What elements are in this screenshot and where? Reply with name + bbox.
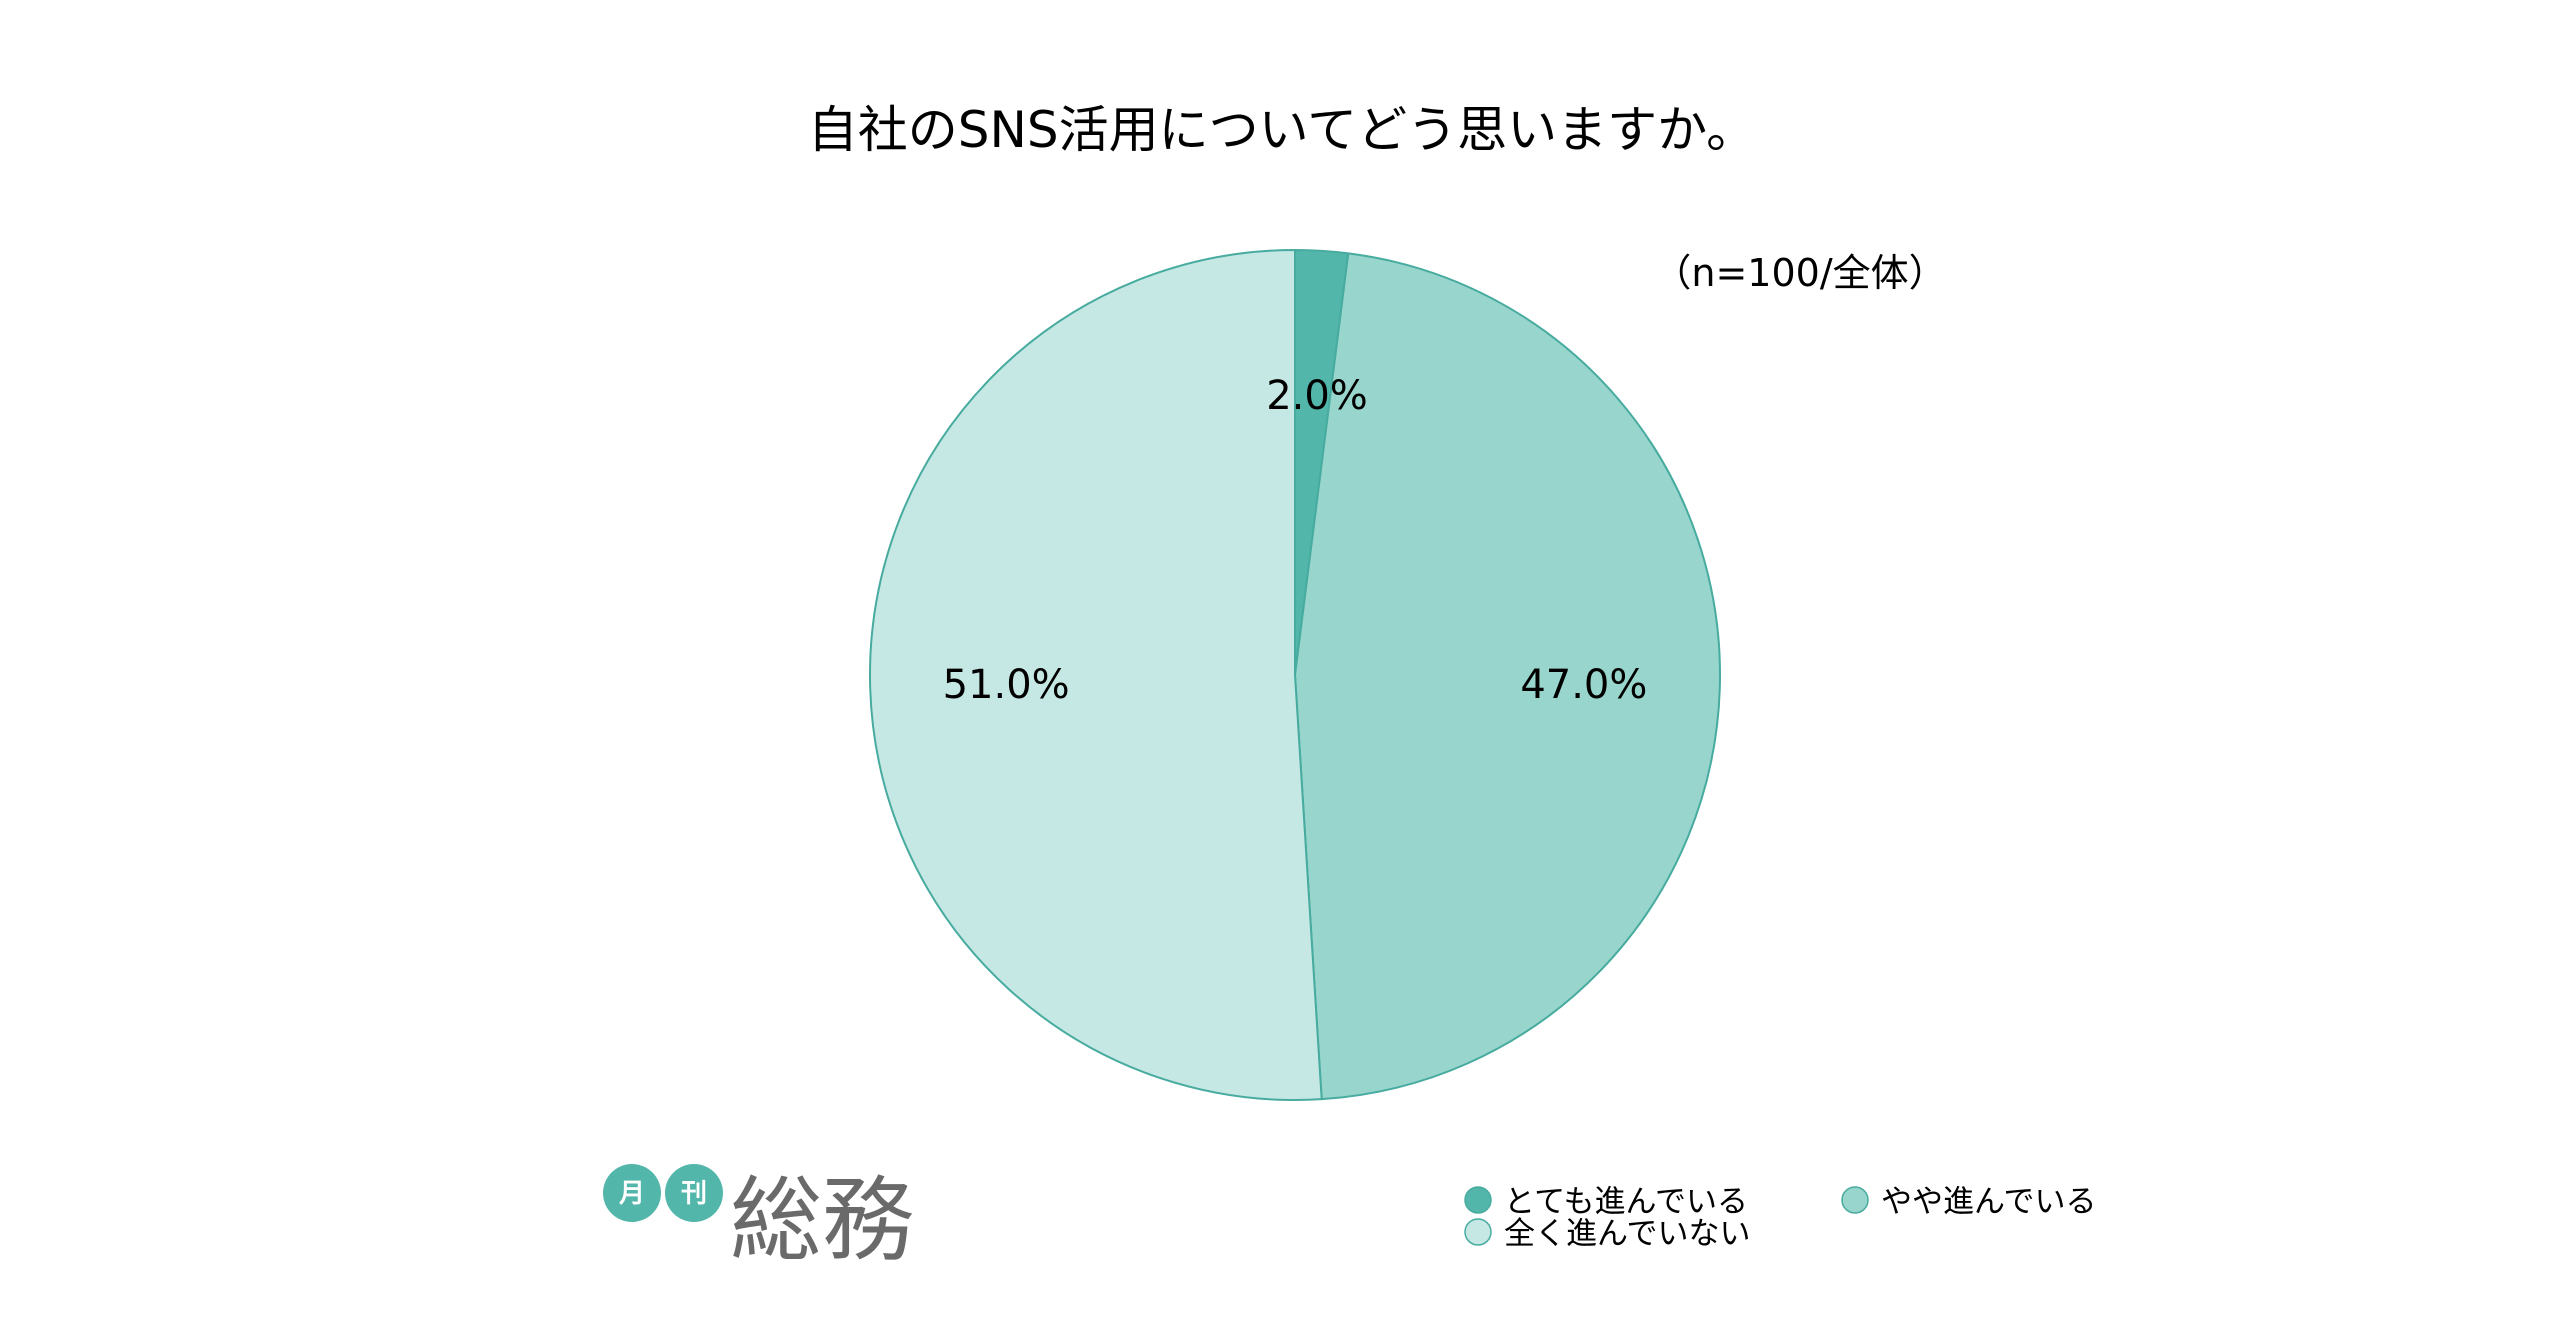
- pie-slice-label-1: 2.0%: [1266, 373, 1368, 419]
- legend-marker-1: [1464, 1186, 1492, 1214]
- legend-marker-2: [1841, 1186, 1869, 1214]
- chart-title: 自社のSNS活用についてどう思いますか。: [808, 101, 1756, 159]
- pie-slice-3: [868, 249, 1323, 1101]
- sample-size-note: （n=100/全体）: [1653, 251, 1946, 295]
- gekkan-soumu-logo: 月 刊 総務: [603, 1164, 914, 1274]
- pie-slice-2: [1294, 252, 1721, 1101]
- logo-badge-1-text: 月: [618, 1179, 645, 1209]
- pie-slice-label-3: 51.0%: [943, 662, 1070, 708]
- logo-main-text: 総務: [730, 1167, 914, 1274]
- pie-slice-label-2: 47.0%: [1520, 662, 1647, 708]
- legend-label-3: 全く進んでいない: [1504, 1216, 1750, 1252]
- logo-badge-2: [665, 1164, 723, 1222]
- pie-slice-labels: 2.0% 47.0% 51.0%: [943, 373, 1648, 708]
- legend-label-1: とても進んでいる: [1504, 1184, 1748, 1220]
- logo-badge-2-text: 刊: [681, 1179, 707, 1209]
- logo-badge-1: [603, 1164, 661, 1222]
- legend-marker-3: [1464, 1218, 1492, 1246]
- pie-slices: [868, 249, 1721, 1101]
- legend-label-2: やや進んでいる: [1881, 1184, 2096, 1220]
